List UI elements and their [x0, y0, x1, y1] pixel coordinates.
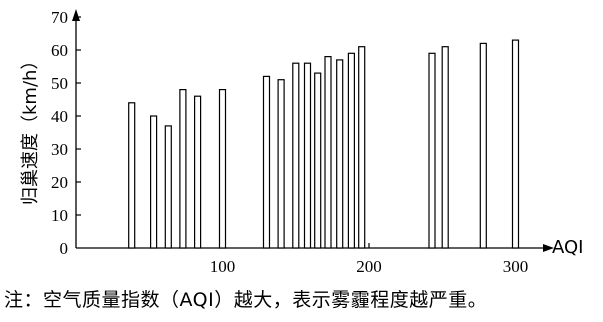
- bar: [292, 62, 300, 249]
- y-tick-label: 10: [51, 206, 68, 225]
- bar: [150, 115, 158, 249]
- bar: [277, 79, 285, 249]
- bar: [441, 46, 449, 249]
- y-axis-arrow: [72, 9, 80, 21]
- bar: [479, 42, 487, 249]
- bar: [324, 55, 332, 249]
- y-tick-label: 50: [51, 74, 68, 93]
- bar: [179, 88, 187, 249]
- x-tick-label: 300: [503, 257, 529, 276]
- x-tick-label: 200: [356, 257, 382, 276]
- x-axis-arrow: [543, 244, 554, 252]
- y-tick-label: 60: [51, 41, 68, 60]
- bar: [511, 39, 520, 249]
- bar: [194, 95, 202, 249]
- x-tick-label: 100: [210, 257, 236, 276]
- y-tick-label: 0: [60, 239, 69, 258]
- bar: [303, 62, 312, 249]
- y-tick-labels: 0 10 20 30 40 50 60 70: [51, 8, 68, 258]
- bar: [314, 72, 322, 249]
- bar: [218, 88, 227, 249]
- y-tick-label: 70: [51, 8, 68, 27]
- bar: [347, 52, 355, 249]
- chart-note: 注：空气质量指数（AQI）越大，表示雾霾程度越严重。: [4, 289, 488, 311]
- bar: [336, 59, 344, 249]
- bars: [128, 39, 520, 249]
- x-axis-label: AQI: [552, 237, 583, 258]
- y-tick-label: 40: [51, 107, 68, 126]
- bar: [128, 102, 136, 249]
- bar: [164, 125, 172, 249]
- bar: [262, 75, 271, 249]
- y-axis-label: 归巢速度（km/h）: [20, 52, 41, 205]
- y-tick-label: 20: [51, 173, 68, 192]
- x-tick-labels: 100 200 300: [210, 257, 529, 276]
- bar: [358, 46, 366, 249]
- y-tick-label: 30: [51, 140, 68, 159]
- bar: [428, 52, 436, 249]
